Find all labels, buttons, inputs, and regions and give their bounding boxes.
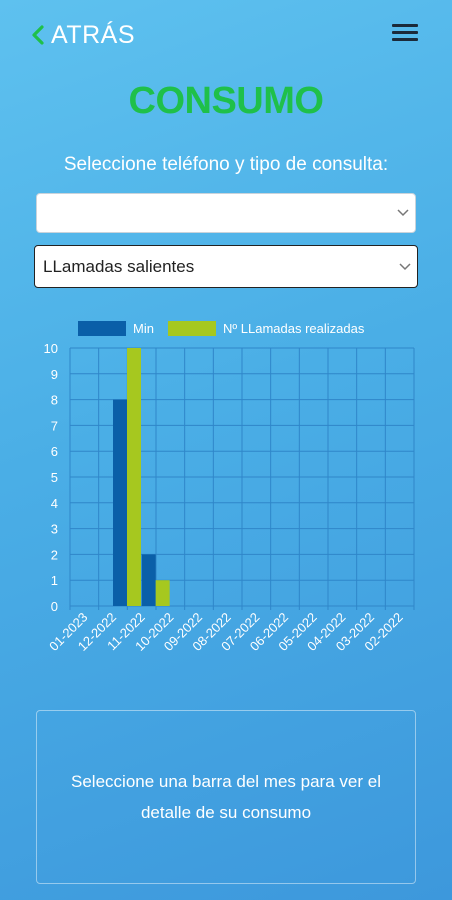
legend-swatch-0	[78, 321, 126, 336]
y-tick-label: 8	[51, 393, 58, 408]
y-tick-label: 5	[51, 470, 58, 485]
y-tick-label: 0	[51, 599, 58, 614]
detail-info-text: Seleccione una barra del mes para ver el…	[71, 772, 381, 822]
y-tick-label: 3	[51, 522, 58, 537]
legend-label-1: Nº LLamadas realizadas	[223, 321, 365, 336]
bar-llamadas-12-2022[interactable]	[127, 348, 141, 606]
page-subtitle: Seleccione teléfono y tipo de consulta:	[63, 154, 389, 175]
y-tick-label: 10	[44, 341, 58, 356]
page-title: CONSUMO	[128, 80, 324, 122]
chevron-down-icon	[397, 209, 409, 217]
bar-min-11-2022[interactable]	[141, 554, 156, 606]
query-type-select[interactable]: LLamadas salientes	[34, 245, 418, 288]
legend-swatch-1	[168, 321, 216, 336]
consumption-chart: Min Nº LLamadas realizadas01234567891001-…	[44, 321, 415, 654]
back-button[interactable]: ATRÁS	[30, 18, 135, 52]
phone-select[interactable]	[36, 193, 416, 233]
y-tick-label: 9	[51, 367, 58, 382]
legend-label-0: Min	[133, 321, 154, 336]
y-tick-label: 7	[51, 418, 58, 433]
y-tick-label: 2	[51, 547, 58, 562]
bar-min-12-2022[interactable]	[113, 399, 127, 606]
chevron-down-icon	[399, 262, 411, 270]
back-label: ATRÁS	[51, 20, 135, 49]
detail-info-box: Seleccione una barra del mes para ver el…	[36, 710, 416, 884]
y-tick-label: 6	[51, 444, 58, 459]
y-tick-label: 1	[51, 573, 58, 588]
top-bar: ATRÁS	[0, 0, 452, 70]
query-type-select-value: LLamadas salientes	[43, 256, 195, 276]
chevron-left-icon	[32, 25, 44, 45]
hamburger-menu-icon[interactable]	[392, 24, 418, 46]
y-tick-label: 4	[51, 496, 58, 511]
bar-llamadas-11-2022[interactable]	[155, 580, 170, 606]
